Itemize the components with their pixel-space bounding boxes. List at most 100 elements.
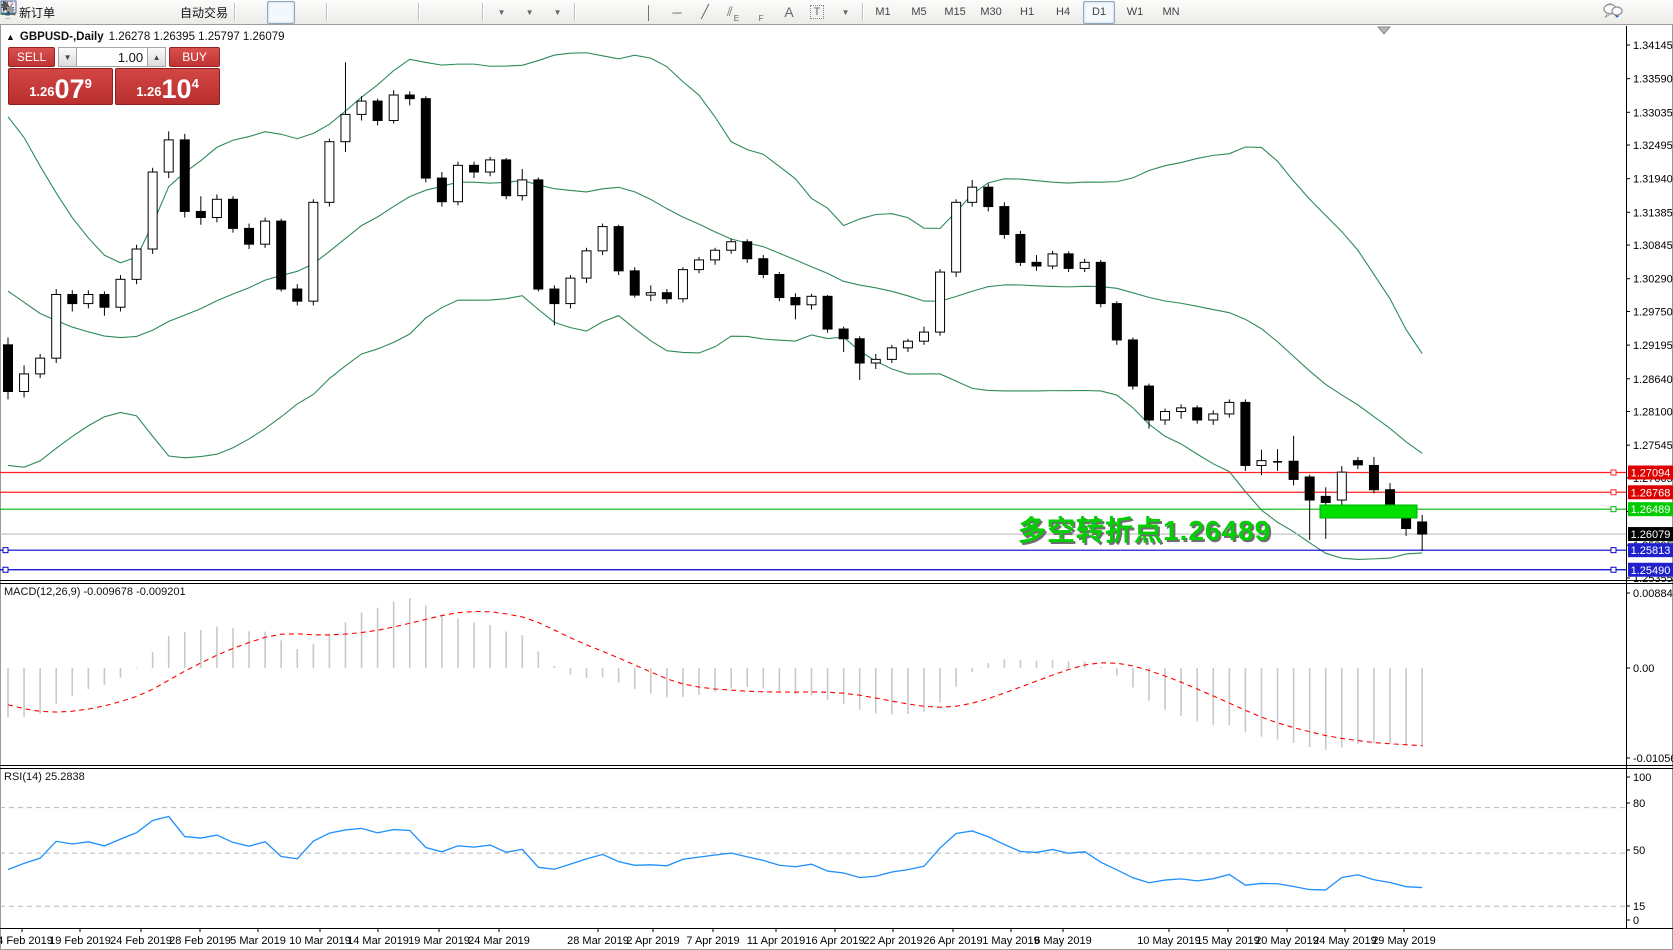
date-label: 10 May 2019 [1137, 935, 1201, 947]
signals-button[interactable] [3, 1, 166, 24]
horizontal-line-tool-button[interactable]: ─ [663, 1, 691, 24]
candlestick-chart-button[interactable] [0, 0, 296, 24]
toolbar-separator [326, 3, 329, 21]
text-tool-button[interactable]: A [775, 1, 803, 24]
buy-price-panel[interactable]: 1.26 10 4 [115, 68, 220, 105]
line-chart-button[interactable] [0, 1, 323, 24]
bar-chart-button[interactable] [0, 1, 267, 24]
bollinger-bands [7, 52, 1423, 561]
cursor-tool-button[interactable] [3, 1, 607, 24]
buy-button[interactable]: BUY [169, 47, 220, 67]
price-tick-label: 1.27545 [1633, 440, 1673, 452]
chart-shift-button[interactable] [0, 1, 479, 24]
rsi-scale-label: 100 [1633, 772, 1651, 784]
vertical-line-tool-button[interactable]: │ [635, 1, 663, 24]
date-label: 22 Apr 2019 [863, 935, 922, 947]
price-tag-1.26489[interactable] [1628, 502, 1673, 517]
price-tick-label: 1.34145 [1633, 40, 1673, 52]
templates-button[interactable]: ▼ [0, 0, 571, 24]
price-tag-label: 1.25813 [1631, 545, 1671, 557]
price-tag-label: 1.26079 [1631, 529, 1671, 541]
price-tag-1.26768[interactable] [1628, 485, 1673, 500]
crosshair-tool-button[interactable] [1, 1, 635, 24]
equidistant-channel-tool-button[interactable]: ⫽ E [719, 1, 747, 24]
price-tag-label: 1.26489 [1631, 504, 1671, 516]
price-tag-1.25813[interactable] [1628, 543, 1673, 558]
chat-icon [1603, 3, 1623, 18]
level-line-handle[interactable] [1610, 547, 1617, 554]
chart-shift-marker[interactable] [1376, 26, 1392, 35]
level-line-handle[interactable] [1610, 469, 1617, 476]
level-line-handle[interactable] [2, 566, 9, 573]
rsi-scale-label: 15 [1633, 901, 1645, 913]
price-tag-1.27094[interactable] [1628, 465, 1673, 480]
ohlc-readout: 1.26278 1.26395 1.25797 1.26079 [108, 31, 285, 43]
text-icon: A [784, 4, 794, 20]
fibonacci-tool-button[interactable]: F [1, 1, 775, 24]
buy-price-sup: 4 [191, 76, 199, 91]
date-label: 14 Feb 2019 [0, 935, 53, 947]
zoom-out-button[interactable] [1, 1, 387, 24]
sell-price-big: 07 [54, 74, 85, 104]
price-tag-1.26079[interactable] [1628, 527, 1673, 542]
timeframe-h1-button[interactable]: H1 [1020, 6, 1035, 18]
toolbar-separator [862, 3, 865, 21]
profiles-button[interactable] [1, 1, 94, 24]
new-order-button[interactable]: 新订单 [1, 0, 58, 24]
timeframe-m15-button[interactable]: M15 [944, 6, 966, 18]
text-label-tool-button[interactable]: T [803, 1, 831, 24]
timeframe-mn-button[interactable]: MN [1162, 6, 1180, 18]
level-line-handle[interactable] [1610, 489, 1617, 496]
periods-button[interactable]: ▼ [0, 0, 543, 24]
volume-decrease-button[interactable]: ▼ [58, 47, 78, 67]
toolbar-separator [234, 3, 237, 21]
price-tick-label: 1.28640 [1633, 374, 1673, 386]
price-tag-label: 1.27094 [1631, 468, 1671, 480]
auto-scroll-button[interactable] [0, 1, 451, 24]
price-tick-label: 1.30845 [1633, 240, 1673, 252]
volume-increase-button[interactable]: ▲ [147, 47, 167, 67]
level-line-handle[interactable] [1610, 506, 1617, 513]
date-label: 11 Apr 2019 [747, 935, 806, 947]
indicators-button[interactable]: ▼ [1, 0, 515, 24]
fibo-sub-label: F [758, 13, 764, 23]
timeframe-h4-button[interactable]: H4 [1056, 6, 1071, 18]
sell-price-sup: 9 [84, 76, 92, 91]
date-label: 26 Apr 2019 [923, 935, 982, 947]
rsi-scale-label: 50 [1633, 845, 1645, 857]
price-tag-1.25490[interactable] [1628, 562, 1673, 577]
timeframe-m30-button[interactable]: M30 [980, 6, 1002, 18]
timeframe-m5-button[interactable]: M5 [911, 6, 927, 18]
rsi-scale-label: 80 [1633, 798, 1645, 810]
highlight-rectangle[interactable] [1319, 504, 1418, 519]
chat-button[interactable] [1603, 2, 1667, 25]
macd-scale-label: -0.01056 [1633, 753, 1673, 765]
macd-signal-line [7, 610, 1423, 747]
auto-trading-button[interactable]: 自动交易 [1, 1, 231, 24]
timeframe-w1-button[interactable]: W1 [1126, 6, 1144, 18]
date-label: 14 Mar 2019 [347, 935, 409, 947]
date-label: 10 Mar 2019 [289, 935, 351, 947]
date-label: 2 Apr 2019 [626, 935, 679, 947]
trendline-tool-button[interactable]: ╱ [691, 1, 719, 24]
level-line-handle[interactable] [2, 547, 9, 554]
zoom-in-button[interactable] [1, 1, 359, 24]
collapse-trade-panel-icon[interactable]: ▲ [6, 32, 15, 42]
volume-input[interactable] [77, 47, 148, 67]
pivot-annotation-text[interactable]: 多空转折点1.26489 [1018, 515, 1272, 546]
tile-windows-button[interactable] [0, 0, 415, 24]
timeframe-d1-button[interactable]: D1 [1083, 0, 1116, 24]
level-line-handle[interactable] [1610, 566, 1617, 573]
price-tag-label: 1.26768 [1631, 487, 1671, 499]
timeframe-m1-button[interactable]: M1 [875, 6, 891, 18]
sell-price-panel[interactable]: 1.26 07 9 [8, 68, 113, 105]
arrow-tools-button[interactable]: ▼ [1, 1, 859, 24]
market-watch-button[interactable] [0, 1, 130, 24]
sell-button[interactable]: SELL [8, 47, 56, 67]
date-label: 15 May 2019 [1196, 935, 1260, 947]
price-tick-label: 1.33035 [1633, 107, 1673, 119]
symbol-period-label: GBPUSD-,Daily [19, 31, 104, 43]
toolbar: 新订单 自动 [0, 0, 1673, 25]
candlestick-series [3, 62, 1428, 552]
